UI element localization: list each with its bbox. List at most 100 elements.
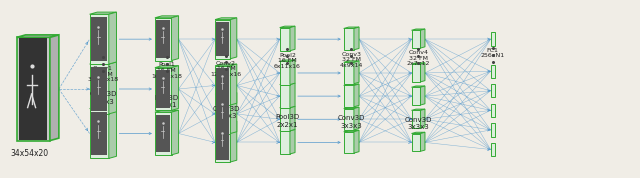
- Text: Conv4
32 FM
2x7x12: Conv4 32 FM 2x7x12: [406, 50, 430, 66]
- Polygon shape: [230, 64, 237, 105]
- Polygon shape: [156, 115, 170, 152]
- Polygon shape: [19, 38, 47, 140]
- Polygon shape: [290, 106, 295, 131]
- Polygon shape: [216, 97, 229, 131]
- Text: FC1
256xN1: FC1 256xN1: [481, 48, 505, 58]
- Polygon shape: [109, 62, 116, 114]
- Polygon shape: [91, 67, 108, 111]
- Polygon shape: [90, 14, 109, 64]
- Polygon shape: [420, 86, 425, 105]
- Polygon shape: [216, 68, 229, 103]
- Polygon shape: [280, 26, 295, 28]
- Polygon shape: [412, 109, 425, 110]
- Polygon shape: [344, 28, 354, 50]
- Polygon shape: [420, 132, 425, 151]
- Polygon shape: [280, 131, 290, 154]
- Polygon shape: [344, 109, 354, 130]
- Polygon shape: [215, 121, 237, 123]
- Text: 34x54x20: 34x54x20: [11, 149, 49, 158]
- Polygon shape: [354, 84, 359, 107]
- Polygon shape: [491, 104, 495, 117]
- Polygon shape: [156, 20, 170, 58]
- Text: Conv2
16 FM
12x22x16: Conv2 16 FM 12x22x16: [211, 61, 241, 77]
- Polygon shape: [215, 123, 230, 162]
- Polygon shape: [155, 110, 179, 112]
- Polygon shape: [354, 130, 359, 153]
- Text: Pool3D
2x2x1: Pool3D 2x2x1: [275, 114, 300, 128]
- Polygon shape: [155, 112, 172, 155]
- Polygon shape: [344, 84, 359, 85]
- Polygon shape: [156, 70, 170, 108]
- Polygon shape: [90, 64, 109, 114]
- Text: Conv3D
5x5x3: Conv3D 5x5x3: [212, 106, 239, 119]
- Polygon shape: [290, 83, 295, 108]
- Polygon shape: [344, 62, 354, 84]
- Polygon shape: [412, 87, 420, 105]
- Polygon shape: [420, 109, 425, 128]
- Polygon shape: [90, 109, 109, 158]
- Polygon shape: [155, 68, 172, 110]
- Polygon shape: [215, 64, 237, 66]
- Polygon shape: [90, 106, 116, 109]
- Polygon shape: [155, 18, 172, 61]
- Polygon shape: [412, 132, 425, 134]
- Polygon shape: [230, 93, 237, 134]
- Polygon shape: [215, 66, 230, 105]
- Polygon shape: [491, 143, 495, 156]
- Polygon shape: [17, 37, 50, 141]
- Polygon shape: [412, 134, 420, 151]
- Polygon shape: [290, 129, 295, 154]
- Polygon shape: [215, 94, 230, 134]
- Polygon shape: [420, 63, 425, 82]
- Polygon shape: [155, 66, 179, 68]
- Polygon shape: [344, 27, 359, 28]
- Polygon shape: [290, 26, 295, 51]
- Polygon shape: [412, 86, 425, 87]
- Polygon shape: [216, 22, 229, 56]
- Polygon shape: [91, 112, 108, 155]
- Polygon shape: [17, 35, 59, 37]
- Polygon shape: [280, 106, 295, 108]
- Text: Pool2
16 FM
6x11x16: Pool2 16 FM 6x11x16: [274, 53, 301, 69]
- Text: Conv3D
3x3x3: Conv3D 3x3x3: [338, 115, 365, 129]
- Polygon shape: [230, 121, 237, 162]
- Polygon shape: [215, 93, 237, 94]
- Polygon shape: [172, 110, 179, 155]
- Polygon shape: [344, 107, 359, 109]
- Polygon shape: [412, 63, 425, 64]
- Polygon shape: [354, 27, 359, 50]
- Polygon shape: [216, 125, 229, 160]
- Polygon shape: [91, 17, 108, 61]
- Text: Pool1
16 FM
16x26x18: Pool1 16 FM 16x26x18: [151, 62, 182, 79]
- Polygon shape: [280, 28, 290, 51]
- Polygon shape: [344, 130, 359, 132]
- Polygon shape: [412, 29, 425, 30]
- Text: Conv3
32 FM
4x9x14: Conv3 32 FM 4x9x14: [340, 52, 363, 68]
- Polygon shape: [155, 16, 179, 18]
- Polygon shape: [344, 61, 359, 62]
- Polygon shape: [280, 108, 290, 131]
- Polygon shape: [290, 60, 295, 85]
- Polygon shape: [215, 20, 230, 59]
- Text: Conv3D
3x3x3: Conv3D 3x3x3: [90, 91, 116, 105]
- Polygon shape: [50, 35, 59, 141]
- Polygon shape: [491, 65, 495, 78]
- Polygon shape: [215, 18, 237, 20]
- Polygon shape: [230, 18, 237, 59]
- Polygon shape: [344, 132, 354, 153]
- Text: Conv1
16 FM
32x52x18: Conv1 16 FM 32x52x18: [88, 66, 118, 82]
- Polygon shape: [280, 85, 290, 108]
- Polygon shape: [412, 30, 420, 48]
- Polygon shape: [90, 62, 116, 64]
- Polygon shape: [412, 110, 420, 128]
- Polygon shape: [90, 12, 116, 14]
- Polygon shape: [172, 16, 179, 61]
- Polygon shape: [491, 123, 495, 137]
- Polygon shape: [280, 61, 290, 85]
- Polygon shape: [109, 12, 116, 64]
- Polygon shape: [354, 61, 359, 84]
- Text: Conv3D
3x3x3: Conv3D 3x3x3: [404, 117, 432, 130]
- Polygon shape: [280, 60, 295, 61]
- Polygon shape: [344, 85, 354, 107]
- Polygon shape: [280, 129, 295, 131]
